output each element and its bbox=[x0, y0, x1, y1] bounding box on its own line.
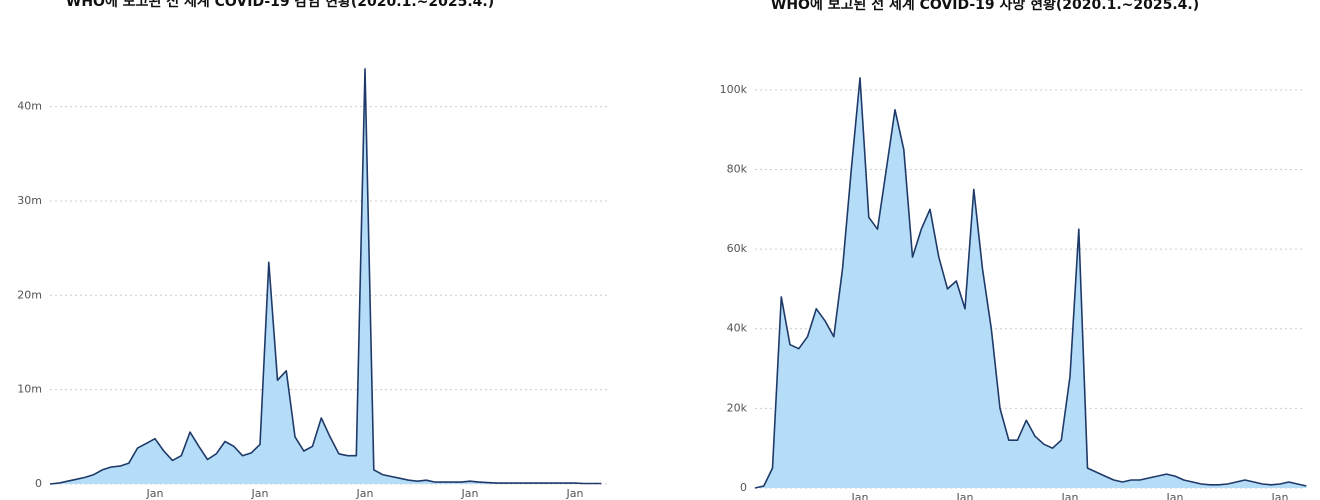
y-tick-label: 20k bbox=[727, 401, 748, 414]
x-tick-label: Jan bbox=[851, 491, 869, 500]
y-tick-label: 20m bbox=[17, 288, 42, 301]
x-tick-label: Jan bbox=[956, 491, 974, 500]
chart-title: WHO에 보고된 전 세계 COVID-19 사망 현황(2020.1.~202… bbox=[771, 0, 1199, 13]
area-line bbox=[754, 77, 1307, 489]
y-tick-label: 0 bbox=[740, 481, 747, 494]
y-tick-label: 30m bbox=[17, 194, 42, 207]
area-fill bbox=[50, 68, 602, 485]
y-tick-label: 10m bbox=[17, 383, 42, 396]
x-tick-label: Jan bbox=[1271, 491, 1289, 500]
y-tick-label: 40m bbox=[17, 100, 42, 113]
area-fill bbox=[755, 77, 1307, 489]
x-tick-label: Jan bbox=[566, 487, 584, 500]
x-tick-label: Jan bbox=[146, 487, 164, 500]
area-line bbox=[49, 68, 602, 485]
chart-title: WHO에 보고된 전 세계 COVID-19 감염 현황(2020.1.~202… bbox=[66, 0, 494, 10]
x-tick-label: Jan bbox=[1166, 491, 1184, 500]
x-tick-label: Jan bbox=[251, 487, 269, 500]
x-tick-label: Jan bbox=[1061, 491, 1079, 500]
y-tick-label: 80k bbox=[727, 162, 748, 175]
x-tick-label: Jan bbox=[356, 487, 374, 500]
y-tick-label: 60k bbox=[727, 242, 748, 255]
y-tick-label: 100k bbox=[720, 83, 748, 96]
y-tick-label: 40k bbox=[727, 322, 748, 335]
y-tick-label: 0 bbox=[35, 477, 42, 490]
x-tick-label: Jan bbox=[461, 487, 479, 500]
